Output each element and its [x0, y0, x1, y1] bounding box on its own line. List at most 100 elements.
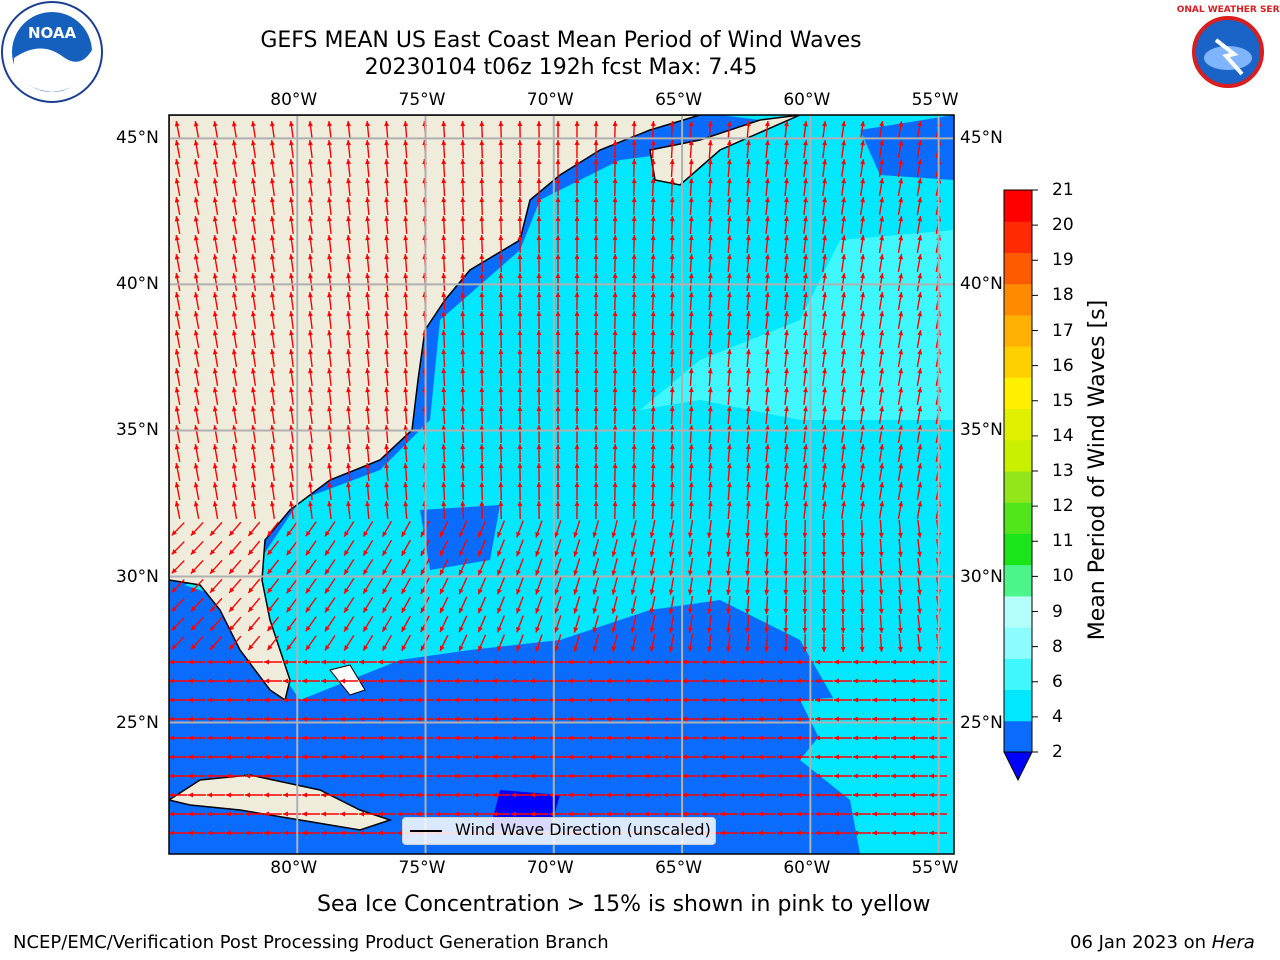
wave-arrow-head: [403, 349, 409, 355]
wave-arrow-head: [688, 140, 694, 146]
wave-arrow-head: [764, 368, 770, 374]
wave-arrow-head: [917, 140, 923, 146]
wave-arrow-head: [250, 254, 256, 260]
wave-arrow-head: [441, 292, 447, 298]
wave-arrow-head: [327, 501, 333, 507]
wave-arrow-head: [403, 235, 409, 241]
wave-arrow-head: [460, 368, 466, 374]
wave-arrow-head: [169, 716, 174, 722]
wave-arrow-head: [682, 754, 687, 760]
wave-arrow-head: [593, 406, 599, 412]
wave-arrow-head: [530, 754, 535, 760]
wave-arrow-head: [344, 569, 349, 575]
wave-arrow-head: [612, 235, 618, 241]
wave-arrow-head: [625, 678, 630, 684]
wave-arrow-head: [498, 178, 504, 184]
wave-arrow-head: [210, 587, 216, 593]
wave-arrow-head: [536, 482, 542, 488]
wave-arrow-head: [841, 121, 847, 127]
wave-arrow-head: [248, 606, 254, 612]
wave-arrow-head: [535, 607, 541, 614]
wave-arrow-head: [549, 773, 554, 779]
lat-tick-label: 45°N: [116, 128, 159, 149]
wave-arrow-head: [283, 754, 288, 760]
lat-tick-label: 25°N: [116, 712, 159, 733]
wave-arrow-head: [250, 387, 256, 393]
wave-arrow-head: [321, 830, 326, 836]
wave-arrow-head: [739, 811, 744, 817]
wave-arrow-head: [340, 811, 345, 817]
wave-arrow-head: [269, 349, 275, 355]
wave-arrow-head: [879, 368, 885, 374]
wave-arrow-head: [764, 159, 770, 165]
wave-arrow-head: [879, 330, 885, 336]
wave-arrow-head: [403, 254, 409, 260]
wave-arrow-head: [593, 349, 599, 355]
wave-arrow-head: [568, 659, 573, 665]
wave-arrow-head: [344, 607, 349, 613]
wave-arrow-head: [783, 444, 789, 450]
wave-arrow-head: [701, 716, 706, 722]
wave-arrow-head: [288, 349, 294, 355]
wave-arrow-head: [803, 349, 808, 355]
wave-arrow-head: [460, 254, 466, 260]
wave-arrow-head: [403, 273, 409, 279]
wave-arrow-head: [269, 368, 275, 374]
wave-arrow-head: [382, 550, 388, 556]
wave-arrow-head: [796, 678, 801, 684]
wave-arrow-head: [625, 811, 630, 817]
wave-arrow-head: [573, 627, 579, 633]
wave-arrow-head: [631, 387, 637, 393]
wave-arrow-head: [250, 292, 256, 298]
wave-arrow-head: [460, 159, 466, 165]
wave-arrow-head: [324, 644, 330, 651]
wave-arrow-head: [193, 406, 199, 412]
wave-arrow-head: [269, 425, 275, 431]
wave-arrow-head: [631, 197, 637, 203]
wave-arrow-head: [822, 197, 828, 203]
wave-arrow-head: [592, 589, 598, 595]
wave-arrow-head: [248, 568, 254, 574]
wave-arrow-head: [403, 444, 409, 450]
wave-arrow-head: [193, 121, 199, 127]
wave-arrow-head: [630, 532, 636, 538]
wave-arrow-head: [517, 368, 523, 374]
wave-arrow-head: [549, 659, 554, 665]
wave-arrow-head: [687, 570, 693, 576]
wave-arrow-head: [555, 178, 561, 184]
wave-arrow-head: [593, 178, 599, 184]
wave-arrow-head: [764, 235, 770, 241]
wave-arrow-head: [226, 678, 231, 684]
wave-arrow-head: [822, 425, 828, 431]
wave-arrow-head: [231, 140, 237, 146]
wave-arrow-head: [764, 608, 770, 614]
wave-arrow-head: [726, 501, 732, 507]
wave-arrow-head: [288, 463, 294, 469]
wave-arrow-head: [878, 646, 884, 652]
wave-arrow-head: [555, 330, 561, 336]
wave-arrow-head: [758, 716, 763, 722]
wave-arrow-head: [535, 645, 541, 652]
wave-arrow-head: [536, 444, 542, 450]
wave-arrow-head: [568, 792, 573, 798]
wave-arrow-head: [726, 197, 732, 203]
wave-arrow-head: [250, 178, 256, 184]
wave-arrow-head: [267, 587, 273, 594]
wave-arrow-head: [212, 311, 218, 317]
wave-arrow-head: [536, 121, 542, 127]
wave-arrow-head: [625, 735, 630, 741]
wave-arrow-head: [891, 716, 896, 722]
wave-arrow-head: [650, 349, 656, 355]
wave-arrow-head: [207, 678, 212, 684]
wave-arrow-head: [631, 425, 637, 431]
wave-arrow-head: [879, 463, 885, 469]
wave-arrow-head: [631, 406, 637, 412]
wave-arrow-head: [587, 678, 592, 684]
wave-arrow-head: [707, 197, 713, 203]
wave-arrow-head: [250, 159, 256, 165]
wave-arrow-head: [726, 273, 732, 279]
wave-arrow-head: [248, 587, 254, 593]
wave-arrow-head: [834, 773, 839, 779]
wave-arrow-head: [439, 607, 445, 614]
